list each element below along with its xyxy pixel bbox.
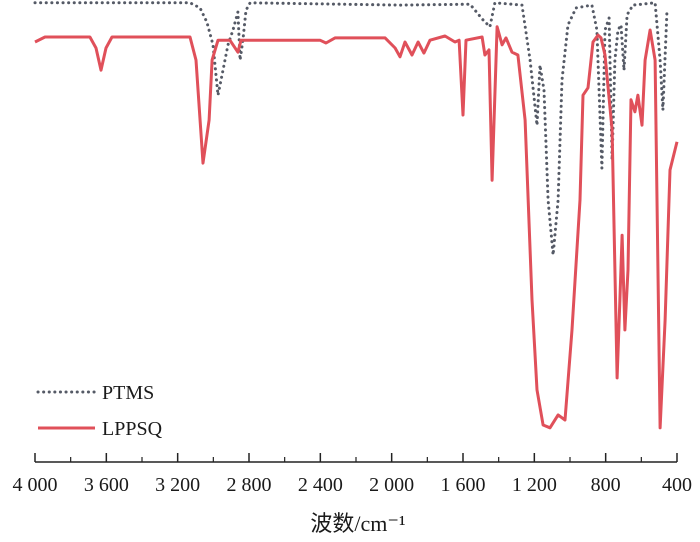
x-tick-label: 1 600 [441,474,486,496]
x-tick-label: 2 400 [298,474,343,496]
x-tick-label: 2 800 [227,474,272,496]
x-tick-label: 400 [662,474,692,496]
x-tick-label: 3 600 [84,474,129,496]
legend: PTMS LPPSQ [36,382,163,440]
series-line-ptms [33,1,669,257]
legend-label-ptms: PTMS [102,382,154,404]
x-tick-label: 800 [591,474,621,496]
x-tick-label: 1 200 [512,474,557,496]
x-tick-label: 3 200 [155,474,200,496]
series-line-lppsq [34,25,679,430]
x-tick-label: 2 000 [369,474,414,496]
x-axis: 4 000 3 600 3 200 2 800 2 400 2 000 1 600 1 200… [13,453,692,496]
x-axis-title: 波数/cm⁻¹ [310,511,405,536]
series-layer [33,1,679,430]
x-tick-label: 4 000 [13,474,58,496]
legend-label-lppsq: LPPSQ [102,418,163,440]
